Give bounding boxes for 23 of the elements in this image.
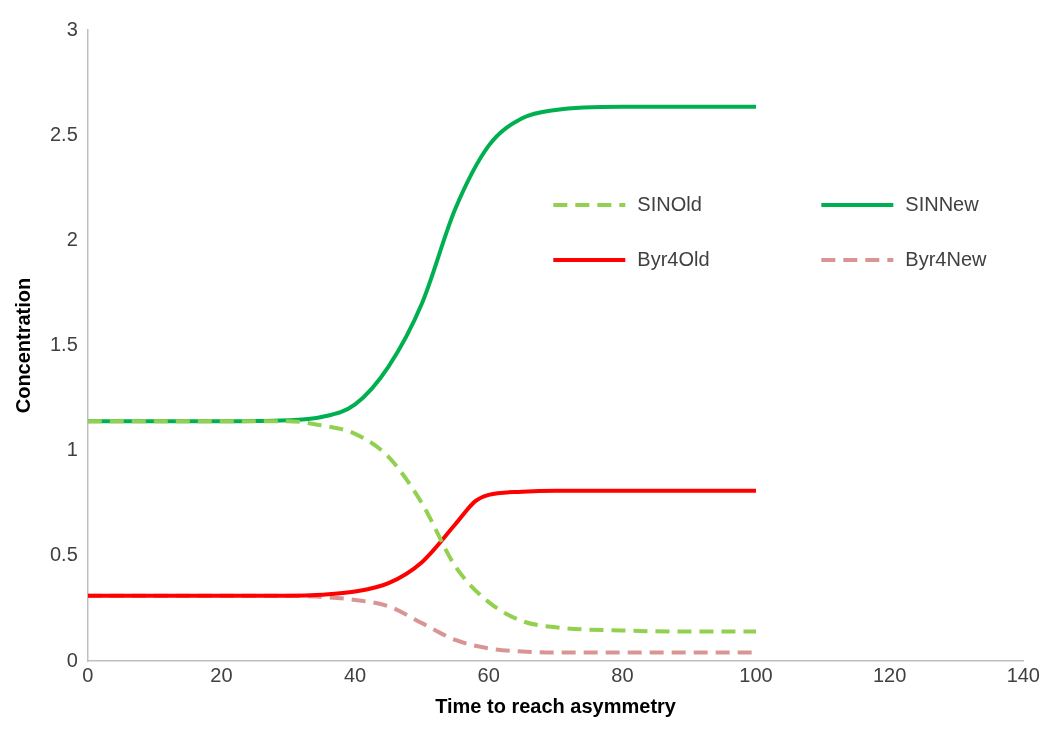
y-tick-label: 2: [66, 227, 78, 250]
line-series: [87, 488, 759, 598]
legend-label: SINNew: [905, 192, 980, 215]
x-tick-label: 60: [477, 663, 500, 686]
x-tick-label: 140: [1006, 663, 1040, 686]
legend-label: SINOld: [637, 192, 702, 215]
legend-label: Byr4Old: [637, 247, 710, 270]
y-tick-label: 1.5: [49, 333, 78, 356]
x-axis-title: Time to reach asymmetry: [435, 694, 677, 717]
x-tick-label: 80: [611, 663, 634, 686]
y-tick-label: 3: [66, 17, 78, 40]
y-tick-label: 2.5: [49, 122, 78, 145]
x-tick-label: 20: [210, 663, 233, 686]
y-axis-title: Concentration: [11, 277, 34, 414]
line-series: [87, 419, 759, 634]
y-tick-label: 0: [66, 648, 78, 671]
x-tick-label: 100: [739, 663, 773, 686]
legend-label: Byr4New: [905, 247, 987, 270]
y-tick-label: 1: [66, 438, 78, 461]
x-tick-label: 40: [343, 663, 367, 686]
x-tick-label: 0: [82, 663, 94, 686]
y-tick-label: 0.5: [49, 543, 78, 566]
x-tick-label: 120: [872, 663, 907, 686]
